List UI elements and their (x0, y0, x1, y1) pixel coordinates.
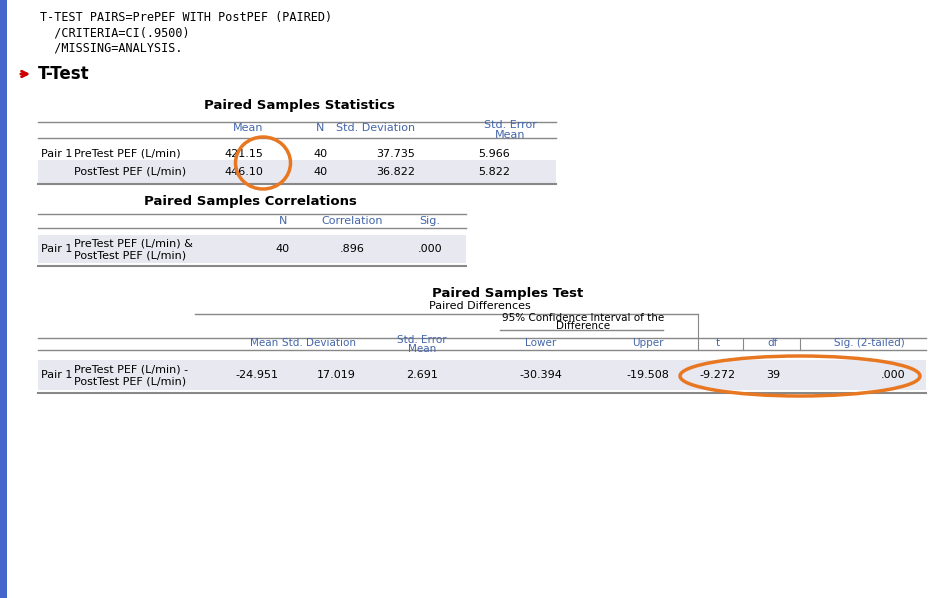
Text: Std. Error: Std. Error (397, 335, 447, 345)
Text: .000: .000 (418, 244, 442, 254)
Text: Correlation: Correlation (321, 216, 383, 226)
Text: Std. Deviation: Std. Deviation (336, 123, 415, 133)
Text: PostTest PEF (L/min): PostTest PEF (L/min) (74, 250, 186, 260)
Text: Paired Differences: Paired Differences (429, 301, 531, 311)
Text: 17.019: 17.019 (317, 370, 356, 380)
Text: 37.735: 37.735 (376, 149, 415, 159)
Text: Paired Samples Statistics: Paired Samples Statistics (204, 99, 396, 111)
Text: 40: 40 (276, 244, 290, 254)
Text: 36.822: 36.822 (376, 167, 415, 177)
Text: /MISSING=ANALYSIS.: /MISSING=ANALYSIS. (40, 41, 183, 54)
Bar (38, 360, 926, 390)
Text: PostTest PEF (L/min): PostTest PEF (L/min) (74, 167, 186, 177)
Text: 39: 39 (766, 370, 780, 380)
Text: -30.394: -30.394 (520, 370, 563, 380)
Text: 446.10: 446.10 (224, 167, 263, 177)
Text: Mean: Mean (232, 123, 263, 133)
Text: 5.822: 5.822 (478, 167, 510, 177)
Text: Pair 1: Pair 1 (41, 244, 73, 254)
Text: Upper: Upper (633, 338, 663, 348)
Bar (38, 160, 556, 184)
Text: 40: 40 (313, 167, 327, 177)
Text: -19.508: -19.508 (627, 370, 670, 380)
Text: 5.966: 5.966 (479, 149, 510, 159)
Text: .896: .896 (340, 244, 365, 254)
Text: Mean: Mean (494, 130, 525, 140)
Text: /CRITERIA=CI(.9500): /CRITERIA=CI(.9500) (40, 26, 189, 39)
Text: 2.691: 2.691 (406, 370, 438, 380)
Text: Sig.: Sig. (420, 216, 440, 226)
Text: Difference: Difference (556, 321, 610, 331)
Text: Lower: Lower (525, 338, 557, 348)
Text: -24.951: -24.951 (235, 370, 278, 380)
Text: PreTest PEF (L/min) -: PreTest PEF (L/min) - (74, 364, 188, 374)
Text: -9.272: -9.272 (700, 370, 736, 380)
Text: N: N (315, 123, 324, 133)
Text: Pair 1: Pair 1 (41, 370, 73, 380)
Text: PreTest PEF (L/min): PreTest PEF (L/min) (74, 149, 181, 159)
Text: Std. Deviation: Std. Deviation (282, 338, 356, 348)
Text: Sig. (2-tailed): Sig. (2-tailed) (834, 338, 905, 348)
Text: Paired Samples Correlations: Paired Samples Correlations (144, 194, 356, 208)
Bar (38, 235, 466, 263)
Bar (0, 0, 7, 598)
Text: PreTest PEF (L/min) &: PreTest PEF (L/min) & (74, 238, 193, 248)
Text: T-Test: T-Test (38, 65, 90, 83)
Text: Mean: Mean (408, 344, 436, 354)
Text: Paired Samples Test: Paired Samples Test (432, 286, 584, 300)
Text: PostTest PEF (L/min): PostTest PEF (L/min) (74, 376, 186, 386)
Text: 421.15: 421.15 (224, 149, 263, 159)
Text: N: N (279, 216, 287, 226)
Text: t: t (716, 338, 720, 348)
Text: .000: .000 (881, 370, 905, 380)
Text: 40: 40 (313, 149, 327, 159)
Text: 95% Confidence Interval of the: 95% Confidence Interval of the (502, 313, 664, 323)
Text: Pair 1: Pair 1 (41, 149, 73, 159)
Text: Mean: Mean (250, 338, 278, 348)
Text: T-TEST PAIRS=PrePEF WITH PostPEF (PAIRED): T-TEST PAIRS=PrePEF WITH PostPEF (PAIRED… (40, 11, 332, 25)
Text: Std. Error: Std. Error (483, 120, 536, 130)
Text: df: df (768, 338, 778, 348)
